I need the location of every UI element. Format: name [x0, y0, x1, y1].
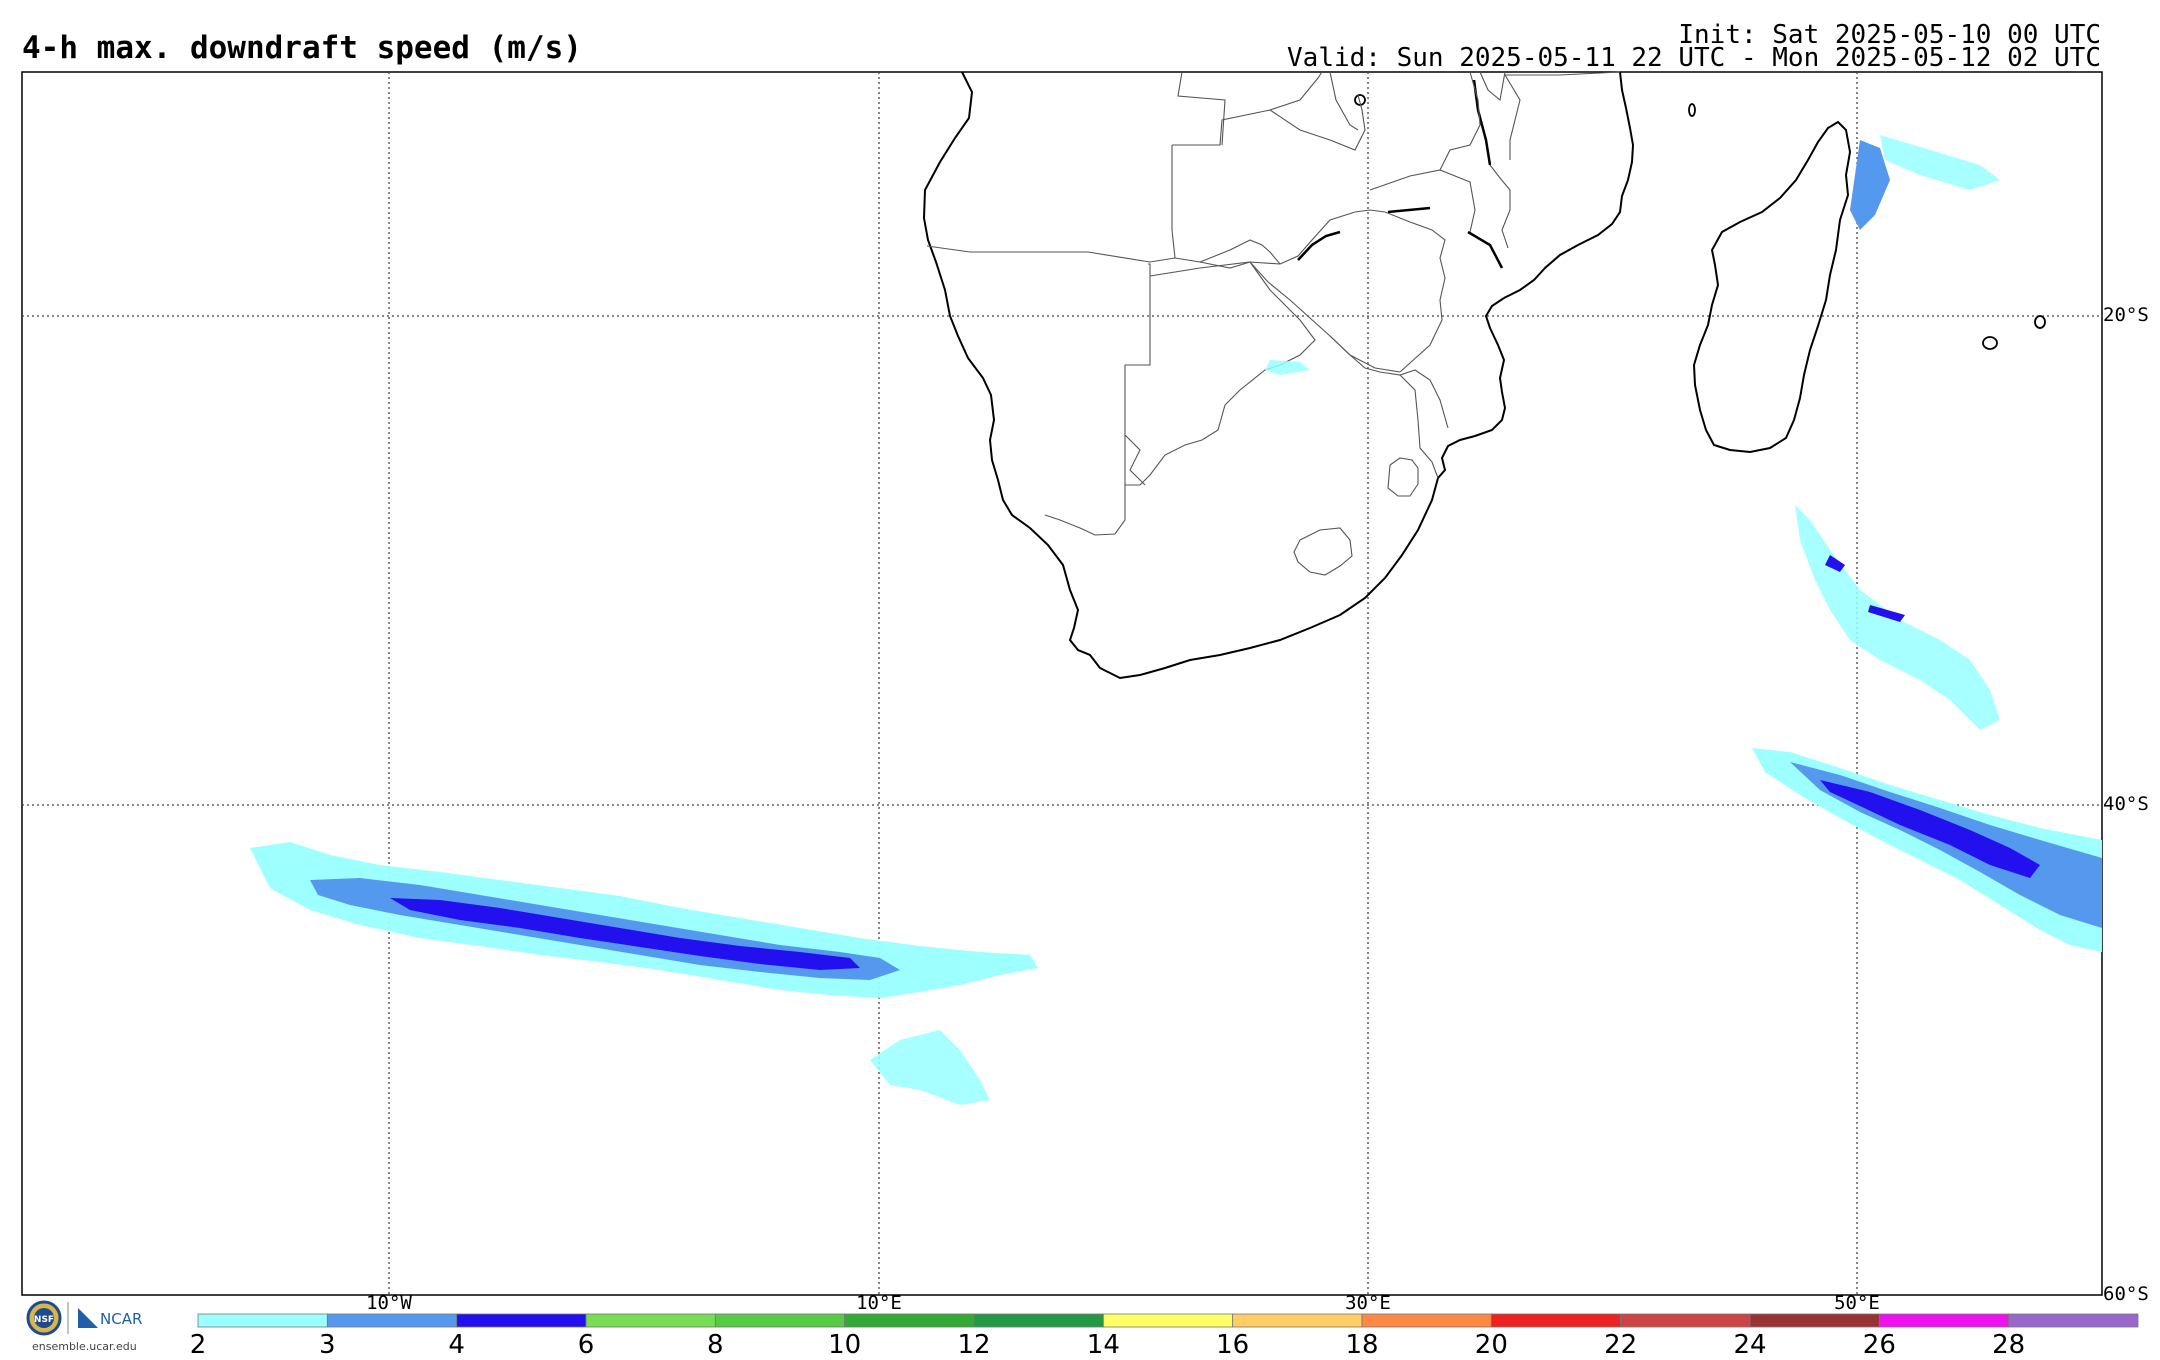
- downdraft-band-indian: [1265, 135, 2102, 952]
- init-time: Init: Sat 2025-05-10 00 UTC: [1678, 20, 2101, 50]
- colorbar-tick-label: 22: [1604, 1330, 1638, 1360]
- lon-label-30e: 30°E: [1345, 1292, 1391, 1314]
- map-title: 4-h max. downdraft speed (m/s): [22, 30, 582, 66]
- lat-label-60s: 60°S: [2103, 1283, 2149, 1305]
- map-frame: [21, 71, 2103, 1296]
- colorbar-tick-label: 6: [577, 1330, 595, 1360]
- colorbar-tick-label: 26: [1862, 1330, 1896, 1360]
- lat-label-40s: 40°S: [2103, 793, 2149, 815]
- lakes: [1297, 79, 1504, 269]
- colorbar-tick-label: 3: [319, 1330, 336, 1360]
- colorbar-swatch: [585, 1313, 716, 1328]
- colorbar-tick-label: 2: [189, 1330, 207, 1360]
- nsf-badge-text: NSF: [34, 1315, 54, 1325]
- graticule: [22, 72, 2102, 1295]
- ncar-logo[interactable]: NSF NCAR: [22, 1298, 162, 1352]
- colorbar-tick-label: 18: [1345, 1330, 1379, 1360]
- africa-coastline: [922, 71, 1635, 680]
- ncar-logo-text: NCAR: [100, 1310, 142, 1328]
- colorbar-swatch: [1620, 1313, 1751, 1328]
- colorbar-tick-label: 4: [448, 1330, 465, 1360]
- colorbar-tick-label: 28: [1992, 1330, 2026, 1360]
- colorbar-tick-label: 20: [1474, 1330, 1508, 1360]
- lon-label-10w: 10°W: [366, 1292, 412, 1314]
- colorbar-tick-label: 16: [1216, 1330, 1250, 1360]
- colorbar-swatch: [1749, 1313, 1880, 1328]
- colorbar-tick-label: 10: [828, 1330, 862, 1360]
- colorbar-tick-label: 14: [1086, 1330, 1120, 1360]
- lon-label-10e: 10°E: [856, 1292, 902, 1314]
- lon-label-50e: 50°E: [1834, 1292, 1880, 1314]
- colorbar-swatch: [714, 1313, 846, 1328]
- colorbar-tick-label: 12: [957, 1330, 991, 1360]
- colorbar-swatch: [1878, 1313, 2010, 1328]
- colorbar-swatch: [456, 1313, 587, 1328]
- colorbar-swatch: [1490, 1313, 1622, 1328]
- country-borders: [926, 71, 1621, 576]
- colorbar-swatch: [2008, 1313, 2139, 1328]
- colorbar-swatch: [326, 1313, 458, 1328]
- colorbar-swatch: [844, 1313, 975, 1328]
- colorbar-swatch: [1232, 1313, 1363, 1328]
- small-islands: [1354, 94, 2046, 350]
- colorbar-swatch: [973, 1313, 1104, 1328]
- colorbar: [197, 1313, 2139, 1328]
- colorbar-swatch: [1361, 1313, 1492, 1328]
- madagascar-coastline: [1692, 120, 1852, 454]
- valid-time: Valid: Sun 2025-05-11 22 UTC - Mon 2025-…: [1287, 43, 2101, 73]
- colorbar-swatch: [197, 1313, 328, 1328]
- downdraft-band-atlantic: [250, 842, 1038, 1105]
- colorbar-swatch: [1102, 1313, 1234, 1328]
- colorbar-tick-label: 8: [707, 1330, 724, 1360]
- colorbar-tick-label: 24: [1733, 1330, 1767, 1360]
- logo-url[interactable]: ensemble.ucar.edu: [32, 1340, 137, 1353]
- lat-label-20s: 20°S: [2103, 304, 2149, 326]
